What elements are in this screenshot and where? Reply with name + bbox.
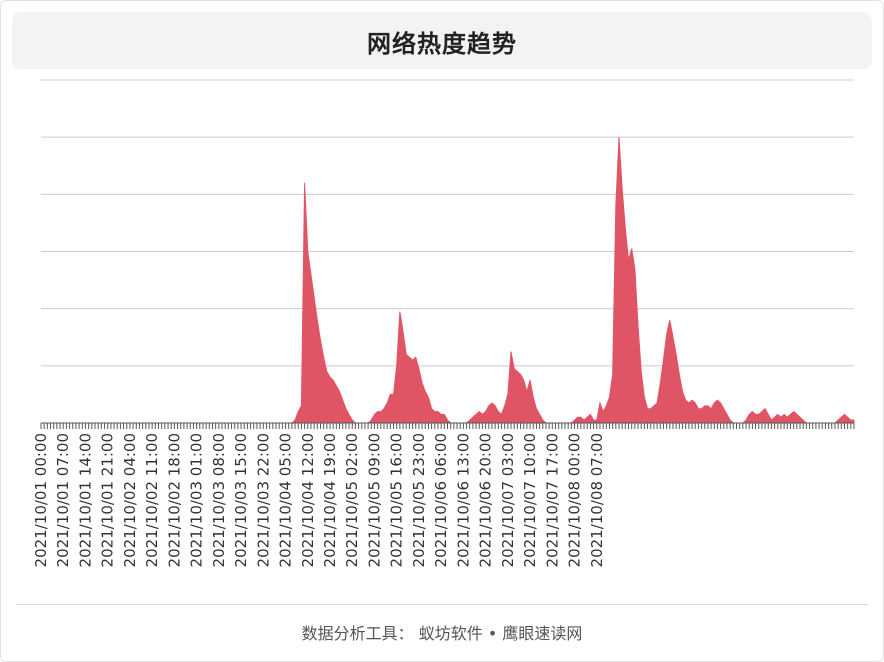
x-tick-label: 2021/10/03 15:00 [232,433,250,567]
x-tick-label: 2021/10/06 13:00 [454,433,472,567]
x-tick-label: 2021/10/01 14:00 [76,433,94,567]
footer-credit: 数据分析工具： 蚁坊软件 • 鹰眼速读网 [301,624,583,643]
x-tick-label: 2021/10/07 17:00 [543,433,561,567]
x-tick-label: 2021/10/02 11:00 [143,433,161,567]
x-tick-label: 2021/10/04 05:00 [277,433,295,567]
x-tick-label: 2021/10/04 12:00 [299,433,317,567]
x-tick-label: 2021/10/03 22:00 [254,433,272,567]
area-series [41,137,855,424]
x-tick-label: 2021/10/08 07:00 [588,433,606,567]
x-tick-label: 2021/10/07 03:00 [499,433,517,567]
chart-title: 网络热度趋势 [367,30,517,58]
x-tick-label: 2021/10/05 16:00 [388,433,406,567]
x-tick-label: 2021/10/05 09:00 [365,433,383,567]
x-tick-label: 2021/10/07 10:00 [521,433,539,567]
x-tick-label: 2021/10/01 07:00 [54,433,72,567]
x-tick-label: 2021/10/05 02:00 [343,433,361,567]
x-tick-label: 2021/10/03 08:00 [210,433,228,567]
x-tick-label: 2021/10/01 00:00 [32,433,50,567]
x-tick-label: 2021/10/08 00:00 [566,433,584,567]
x-tick-label: 2021/10/02 18:00 [165,433,183,567]
title-bar: 网络热度趋势 [12,12,872,69]
x-tick-label: 2021/10/01 21:00 [99,433,117,567]
x-tick-label: 2021/10/06 20:00 [477,433,495,567]
x-tick-label: 2021/10/04 19:00 [321,433,339,567]
x-tick-label: 2021/10/05 23:00 [410,433,428,567]
x-tick-label: 2021/10/06 06:00 [432,433,450,567]
x-tick-label: 2021/10/03 01:00 [188,433,206,567]
footer-divider [16,604,868,605]
x-tick-label: 2021/10/02 04:00 [121,433,139,567]
